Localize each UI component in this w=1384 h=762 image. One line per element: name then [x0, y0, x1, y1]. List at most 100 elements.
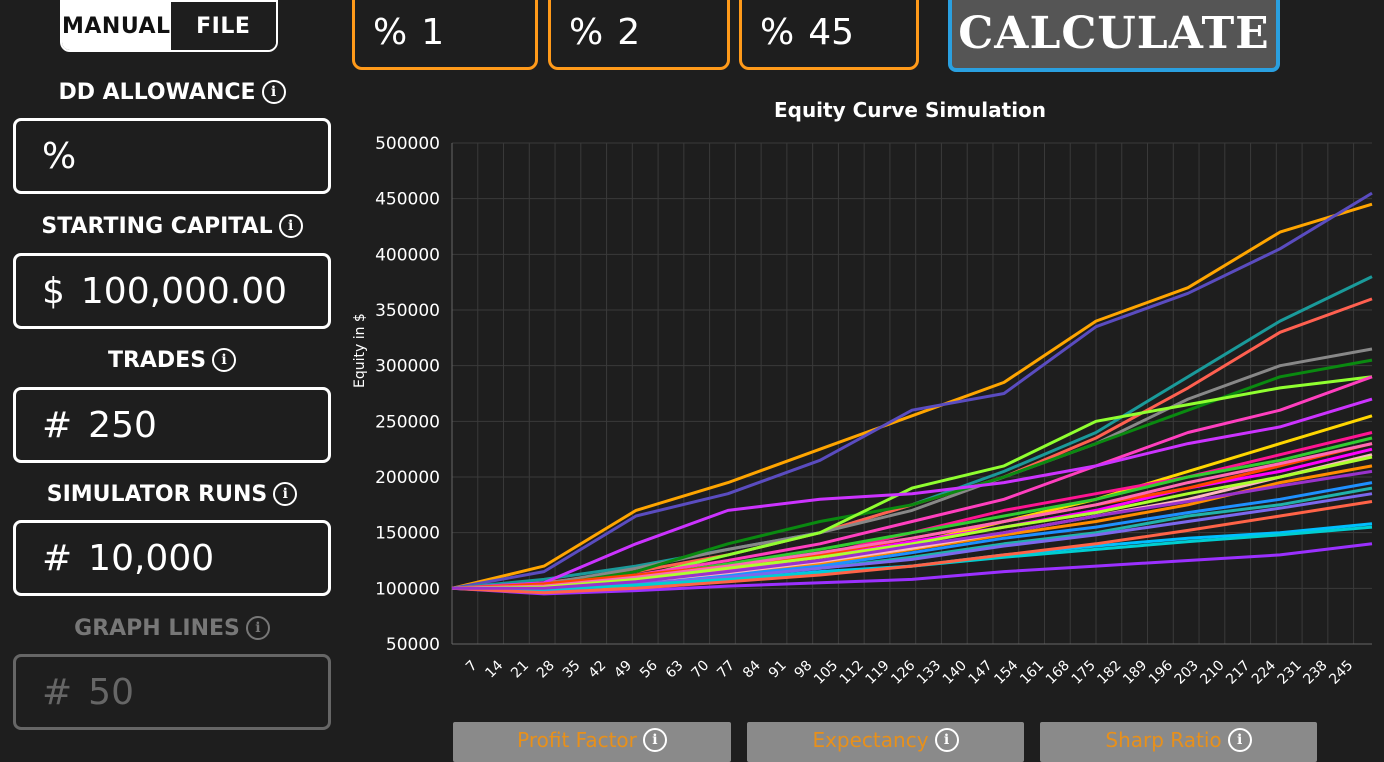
- x-tick-label: 14: [482, 657, 506, 681]
- x-tick-label: 231: [1275, 658, 1305, 688]
- top-field-1[interactable]: % 1: [352, 0, 538, 70]
- x-tick-label: 7: [463, 658, 481, 676]
- hash-prefix: #: [42, 671, 73, 713]
- series-line: [452, 469, 1373, 590]
- x-tick-label: 119: [863, 658, 893, 688]
- top-field-2[interactable]: % 2: [548, 0, 730, 70]
- y-tick-label: 250000: [375, 412, 440, 432]
- series-line: [451, 442, 1373, 590]
- x-tick-label: 245: [1326, 658, 1356, 688]
- series-line: [451, 347, 1373, 590]
- x-tick-label: 182: [1094, 658, 1124, 688]
- x-tick-label: 161: [1017, 658, 1047, 688]
- starting-capital-input[interactable]: $ 100,000.00: [13, 253, 331, 329]
- info-icon[interactable]: i: [642, 728, 667, 752]
- x-tick-label: 203: [1172, 658, 1202, 688]
- y-tick-label: 350000: [375, 301, 440, 321]
- x-tick-label: 140: [940, 658, 970, 688]
- calculate-button[interactable]: CALCULATE: [948, 0, 1280, 72]
- starting-capital-label-text: STARTING CAPITAL: [41, 213, 273, 239]
- dd-allowance-label: DD ALLOWANCE i: [0, 76, 344, 108]
- x-tick-label: 238: [1300, 658, 1330, 688]
- y-tick-label: 300000: [375, 357, 440, 377]
- series-line: [451, 202, 1373, 590]
- percent-prefix: %: [569, 11, 604, 53]
- x-tick-label: 217: [1223, 658, 1253, 688]
- x-tick-label: 210: [1197, 658, 1227, 688]
- simulator-runs-label: SIMULATOR RUNS i: [0, 478, 344, 510]
- info-icon[interactable]: i: [278, 214, 303, 238]
- simulator-runs-value: 10,000: [88, 537, 215, 579]
- top-field-3[interactable]: % 45: [739, 0, 919, 70]
- expectancy-label: Expectancy: [812, 728, 929, 752]
- info-icon[interactable]: i: [934, 728, 959, 752]
- y-tick-label: 200000: [375, 468, 440, 488]
- starting-capital-value: 100,000.00: [80, 270, 288, 312]
- percent-prefix: %: [760, 11, 795, 53]
- x-tick-label: 133: [914, 658, 944, 688]
- series-line: [451, 447, 1373, 591]
- percent-prefix: %: [373, 11, 408, 53]
- graph-lines-input[interactable]: # 50: [13, 654, 331, 730]
- y-tick-label: 450000: [375, 190, 440, 210]
- profit-factor-button[interactable]: Profit Factor i: [453, 722, 731, 762]
- x-tick-label: 91: [766, 658, 790, 682]
- x-tick-label: 35: [560, 658, 584, 682]
- series-line: [451, 191, 1373, 590]
- profit-factor-label: Profit Factor: [517, 728, 637, 752]
- top-field-value: 1: [421, 11, 445, 53]
- y-tick-label: 500000: [375, 134, 440, 154]
- x-tick-label: 70: [689, 658, 713, 682]
- x-tick-label: 21: [508, 658, 532, 682]
- trades-label: TRADES i: [0, 344, 344, 376]
- trades-input[interactable]: # 250: [13, 387, 331, 463]
- x-tick-label: 175: [1069, 658, 1099, 688]
- x-tick-label: 63: [663, 658, 687, 682]
- info-icon[interactable]: i: [273, 482, 298, 506]
- trades-label-text: TRADES: [107, 347, 207, 373]
- simulator-runs-input[interactable]: # 10,000: [13, 520, 331, 596]
- file-mode-button[interactable]: FILE: [170, 2, 276, 50]
- x-tick-label: 28: [534, 658, 558, 682]
- top-field-value: 45: [808, 11, 855, 53]
- info-icon[interactable]: i: [261, 80, 286, 104]
- series-line: [451, 500, 1373, 595]
- dd-allowance-label-text: DD ALLOWANCE: [58, 79, 256, 105]
- starting-capital-label: STARTING CAPITAL i: [0, 210, 344, 242]
- x-tick-label: 168: [1043, 658, 1073, 688]
- dd-allowance-input[interactable]: %: [13, 118, 331, 194]
- x-tick-label: 84: [740, 657, 764, 681]
- x-tick-label: 77: [714, 658, 738, 682]
- y-tick-label: 400000: [375, 245, 440, 265]
- hash-prefix: #: [42, 537, 73, 579]
- manual-mode-button[interactable]: MANUAL: [62, 2, 171, 50]
- x-tick-label: 189: [1120, 658, 1150, 688]
- info-icon[interactable]: i: [212, 348, 237, 372]
- series-line: [451, 542, 1373, 596]
- x-tick-label: 49: [611, 658, 635, 682]
- x-tick-label: 112: [837, 658, 867, 688]
- hash-prefix: #: [42, 404, 73, 446]
- y-tick-label: 150000: [375, 524, 440, 544]
- x-tick-label: 224: [1249, 657, 1279, 687]
- graph-lines-value: 50: [88, 671, 134, 713]
- x-tick-label: 147: [966, 658, 996, 688]
- trades-value: 250: [88, 404, 157, 446]
- y-tick-label: 100000: [375, 579, 440, 599]
- info-icon[interactable]: i: [245, 616, 270, 640]
- x-tick-label: 105: [811, 658, 841, 688]
- series-line: [451, 455, 1373, 590]
- series-line: [451, 397, 1373, 590]
- x-tick-label: 126: [888, 657, 918, 687]
- dollar-prefix: $: [42, 270, 65, 312]
- expectancy-button[interactable]: Expectancy i: [747, 722, 1024, 762]
- info-icon[interactable]: i: [1227, 728, 1252, 752]
- graph-lines-label: GRAPH LINES i: [0, 612, 344, 644]
- x-tick-label: 42: [585, 658, 609, 682]
- graph-lines-label-text: GRAPH LINES: [74, 615, 240, 641]
- mode-toggle: MANUAL FILE: [60, 0, 278, 52]
- x-tick-label: 154: [991, 657, 1021, 687]
- sharp-ratio-button[interactable]: Sharp Ratio i: [1040, 722, 1317, 762]
- percent-prefix: %: [42, 135, 77, 177]
